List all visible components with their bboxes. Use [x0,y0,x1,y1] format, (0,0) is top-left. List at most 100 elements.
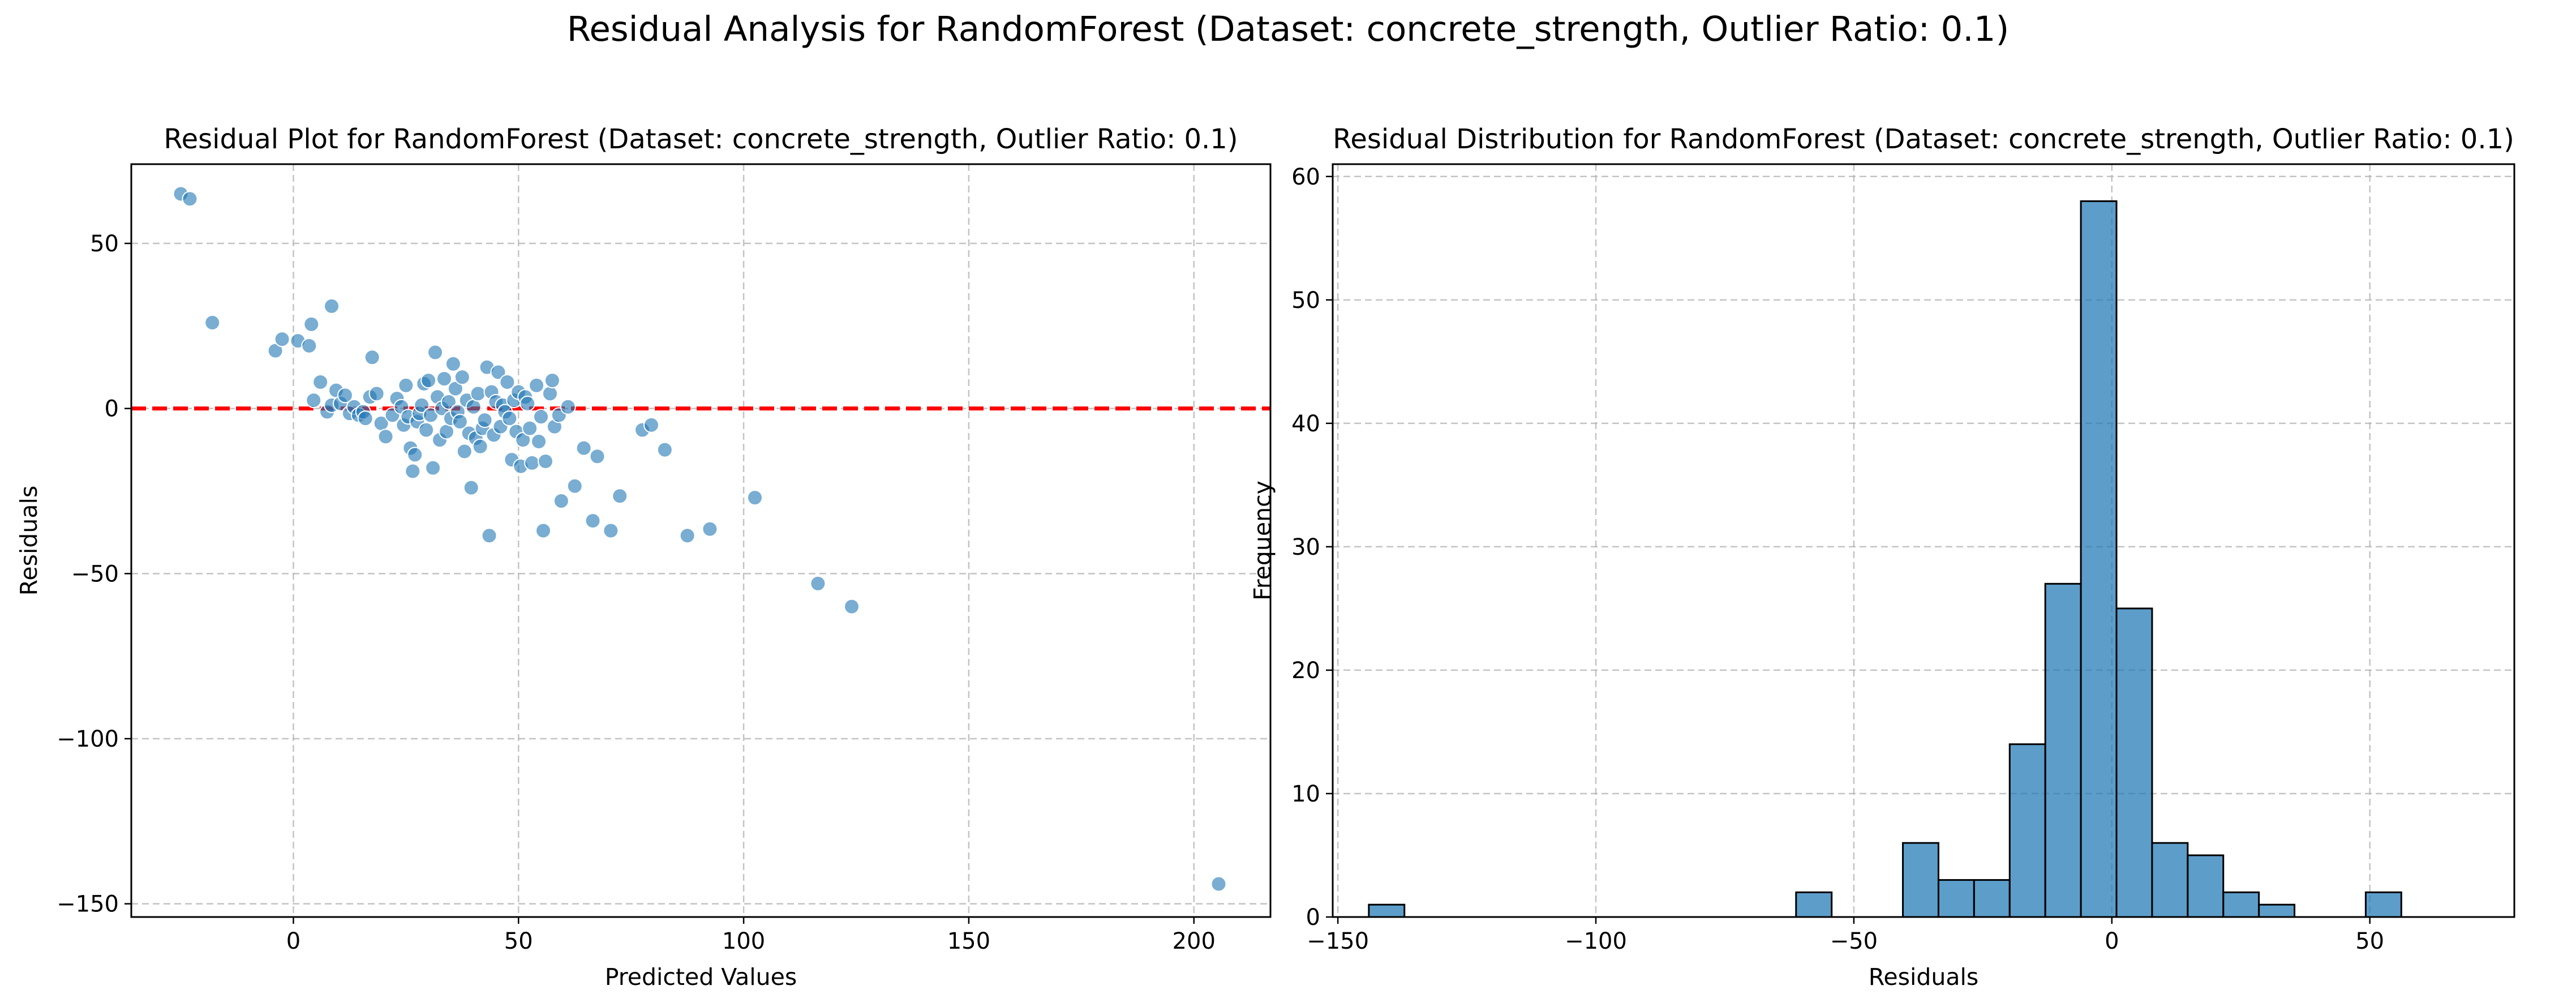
scatter-point [377,428,394,445]
histogram-y-axis-label: Frequency [1249,481,1276,601]
scatter-point [612,488,628,504]
scatter-ticks: 0 50 100 150 200 −150 −100 −50 0 50 [57,231,1216,954]
scatter-title: Residual Plot for RandomForest (Dataset:… [164,123,1238,155]
scatter-point [520,395,536,412]
histogram-y-tick-label: 10 [1291,781,1320,807]
scatter-point [398,377,414,393]
scatter-point [679,528,695,544]
scatter-point [447,380,463,397]
scatter-point [522,420,538,436]
histogram-bar [2364,891,2402,918]
scatter-x-tick-label: 150 [947,928,990,954]
scatter-point [427,344,444,361]
histogram-y-tick-label: 30 [1291,534,1320,560]
scatter-point [438,423,454,440]
scatter-point [405,463,421,479]
histogram-y-tick-label: 50 [1291,288,1320,314]
scatter-point [470,385,486,402]
scatter-point [465,398,482,415]
scatter-point [1210,876,1227,892]
scatter-y-tick-label: −150 [57,892,119,918]
scatter-point [553,493,569,509]
scatter-point [499,374,516,390]
scatter-point [364,349,380,366]
scatter-y-axis-label: Residuals [15,486,42,596]
scatter-point [452,414,468,430]
scatter-point [267,342,284,359]
histogram-bar [1902,842,1939,918]
histogram-bar [1368,903,1406,918]
scatter-point [182,191,198,207]
scatter-point [566,478,583,494]
scatter-axes-frame [130,163,1272,918]
scatter-x-tick-label: 0 [286,928,300,954]
scatter-point [445,355,461,372]
scatter-point [533,409,549,425]
scatter-point [274,331,290,348]
histogram-y-tick-label: 40 [1291,411,1320,437]
histogram-grid [1333,164,2514,918]
scatter-point [481,528,497,544]
scatter-point [324,298,340,314]
scatter-point [544,372,560,389]
scatter-point [515,432,531,448]
scatter-y-tick-label: −50 [71,561,119,587]
scatter-y-tick-label: 50 [90,231,119,257]
scatter-y-tick-label: −100 [57,726,119,752]
figure-suptitle: Residual Analysis for RandomForest (Data… [567,9,2010,49]
scatter-point [589,448,606,465]
histogram-bar [2187,854,2225,918]
scatter-point [810,575,826,592]
scatter-point [368,385,385,402]
scatter-point [463,479,479,496]
scatter-point [472,438,488,455]
residual-scatter-chart: 0 50 100 150 200 −150 −100 −50 0 50 Residual Plot… [15,123,1272,991]
scatter-point [337,387,353,404]
scatter-point [425,460,441,476]
scatter-point [585,513,601,529]
residual-histogram-chart: −150 −100 −50 0 50 0 10 20 30 40 50 60 Residual Dis… [1249,123,2515,991]
scatter-point [420,372,437,389]
histogram-bar [2080,200,2118,918]
scatter-point [357,410,373,427]
scatter-point [414,397,430,413]
scatter-point [538,453,553,469]
scatter-point [656,442,673,458]
scatter-point [643,417,659,433]
histogram-y-tick-label: 20 [1291,658,1320,684]
scatter-y-tick-label: 0 [105,396,119,422]
scatter-grid [131,164,1270,917]
scatter-point [535,522,552,539]
scatter-point [746,490,763,506]
scatter-point [576,440,592,456]
histogram-x-tick-label: 50 [2355,928,2384,954]
histogram-bar [1795,891,1833,918]
histogram-bar [2151,842,2189,918]
scatter-point [524,455,540,471]
scatter-point [702,521,718,537]
scatter-point [560,398,576,415]
scatter-point [542,385,558,402]
scatter-x-tick-label: 200 [1173,928,1216,954]
scatter-point [440,394,457,410]
scatter-point [844,598,860,615]
scatter-point [303,316,320,332]
scatter-point [456,443,473,460]
scatter-point [454,369,470,385]
scatter-point [436,371,452,387]
histogram-bar [1973,879,2011,918]
histogram-title: Residual Distribution for RandomForest (… [1333,123,2514,155]
histogram-x-tick-label: −50 [1830,928,1878,954]
scatter-x-tick-label: 100 [722,928,765,954]
histogram-bar [2044,582,2082,918]
scatter-point [476,412,493,428]
scatter-point [501,410,518,427]
scatter-point [204,315,221,331]
histogram-bar [2115,607,2153,918]
scatter-point [407,447,423,463]
scatter-point [603,522,619,539]
histogram-bar [2008,743,2046,918]
scatter-point [531,434,547,449]
histogram-bar [2222,891,2260,918]
